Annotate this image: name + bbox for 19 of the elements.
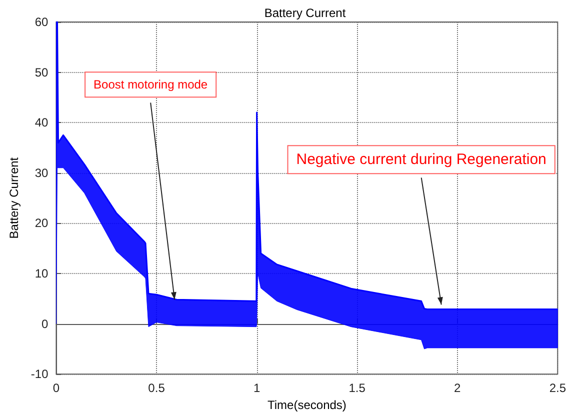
- x-tick-label: 0: [52, 381, 60, 396]
- x-tick-label: 1: [253, 381, 260, 396]
- chart-title: Battery Current: [264, 6, 346, 20]
- annotation: Boost motoring mode: [94, 78, 208, 92]
- y-axis-title: Battery Current: [7, 156, 21, 239]
- x-tick-label: 2: [454, 381, 462, 396]
- y-tick-label: -10: [30, 367, 49, 382]
- y-tick-label: 20: [34, 216, 49, 230]
- x-tick-label: 1.5: [348, 381, 366, 396]
- y-tick-label: 30: [34, 166, 49, 180]
- y-tick-label: 50: [34, 65, 49, 80]
- x-axis-title: Time(seconds): [267, 398, 346, 412]
- y-tick-label: 60: [34, 15, 49, 29]
- x-tick-label: 0.5: [148, 381, 166, 396]
- y-tick-label: 0: [42, 316, 49, 331]
- annotation: Negative current during Regeneration: [296, 151, 546, 168]
- y-tick-label: 10: [34, 266, 49, 280]
- x-tick-label: 2.5: [549, 381, 566, 396]
- y-tick-label: 40: [34, 116, 49, 130]
